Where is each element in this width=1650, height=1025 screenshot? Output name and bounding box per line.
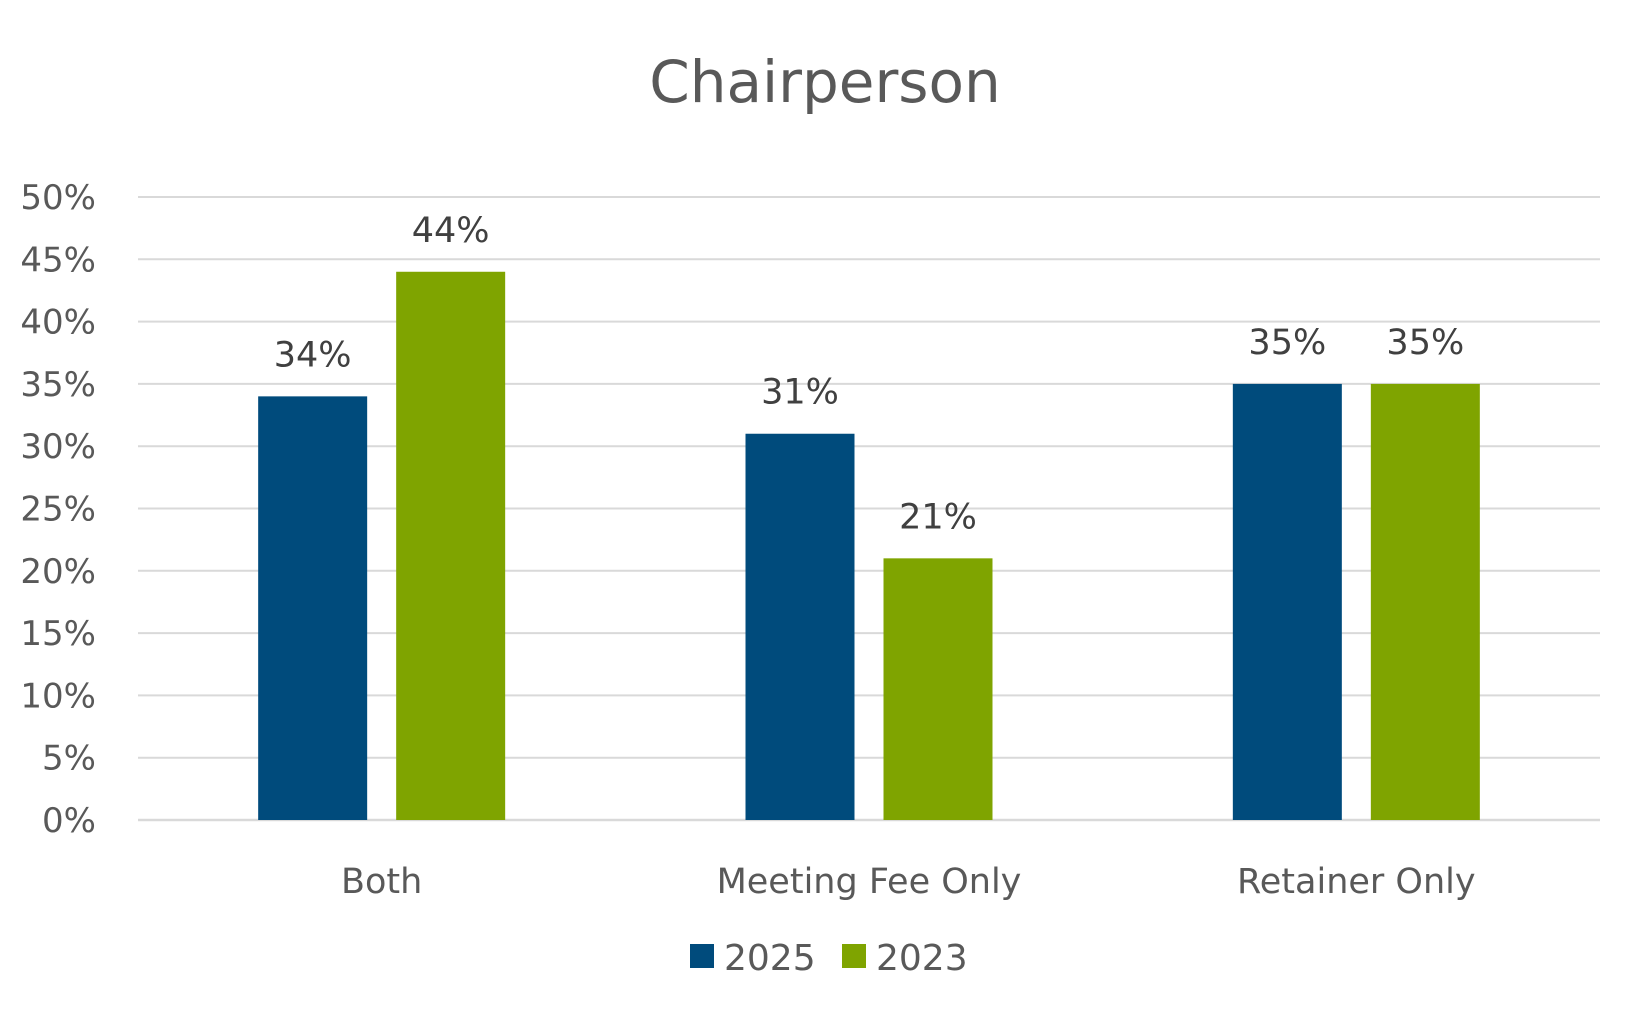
data-labels: 34% 44% 31% 21% 35% 35%	[274, 211, 1464, 538]
legend-swatch-2023	[842, 944, 866, 968]
data-label: 31%	[761, 373, 839, 413]
x-category-label: Meeting Fee Only	[717, 862, 1022, 902]
y-tick-label: 10%	[20, 676, 96, 716]
y-tick-label: 45%	[20, 240, 96, 280]
y-tick-label: 0%	[42, 801, 96, 841]
gridlines	[138, 196, 1600, 822]
data-label: 34%	[274, 335, 352, 375]
x-axis-category-labels: Both Meeting Fee Only Retainer Only	[341, 862, 1476, 902]
y-tick-label: 25%	[20, 490, 96, 530]
chart-title: Chairperson	[649, 48, 1001, 116]
y-tick-label: 20%	[20, 552, 96, 592]
bar-2023-meeting-fee-only	[883, 558, 993, 820]
bars	[258, 271, 1480, 820]
data-label: 35%	[1386, 323, 1464, 363]
bar-2025-both	[258, 396, 368, 820]
y-tick-label: 15%	[20, 614, 96, 654]
x-category-label: Retainer Only	[1237, 862, 1476, 902]
data-label: 44%	[412, 211, 490, 251]
legend-label-2023: 2023	[876, 938, 968, 979]
data-label: 21%	[899, 497, 977, 537]
y-tick-label: 35%	[20, 365, 96, 405]
bar-2023-retainer-only	[1370, 383, 1480, 820]
y-tick-label: 40%	[20, 303, 96, 343]
legend-swatch-2025	[690, 944, 714, 968]
y-tick-label: 5%	[42, 739, 96, 779]
legend-label-2025: 2025	[724, 938, 816, 979]
legend: 2025 2023	[690, 938, 968, 979]
x-category-label: Both	[341, 862, 422, 902]
y-axis-tick-labels: 0% 5% 10% 15% 20% 25% 30% 35% 40% 45% 50%	[20, 178, 96, 841]
bar-2023-both	[396, 271, 506, 820]
bar-2025-meeting-fee-only	[745, 433, 855, 820]
data-label: 35%	[1248, 323, 1326, 363]
y-tick-label: 30%	[20, 427, 96, 467]
bar-2025-retainer-only	[1232, 383, 1342, 820]
y-tick-label: 50%	[20, 178, 96, 218]
